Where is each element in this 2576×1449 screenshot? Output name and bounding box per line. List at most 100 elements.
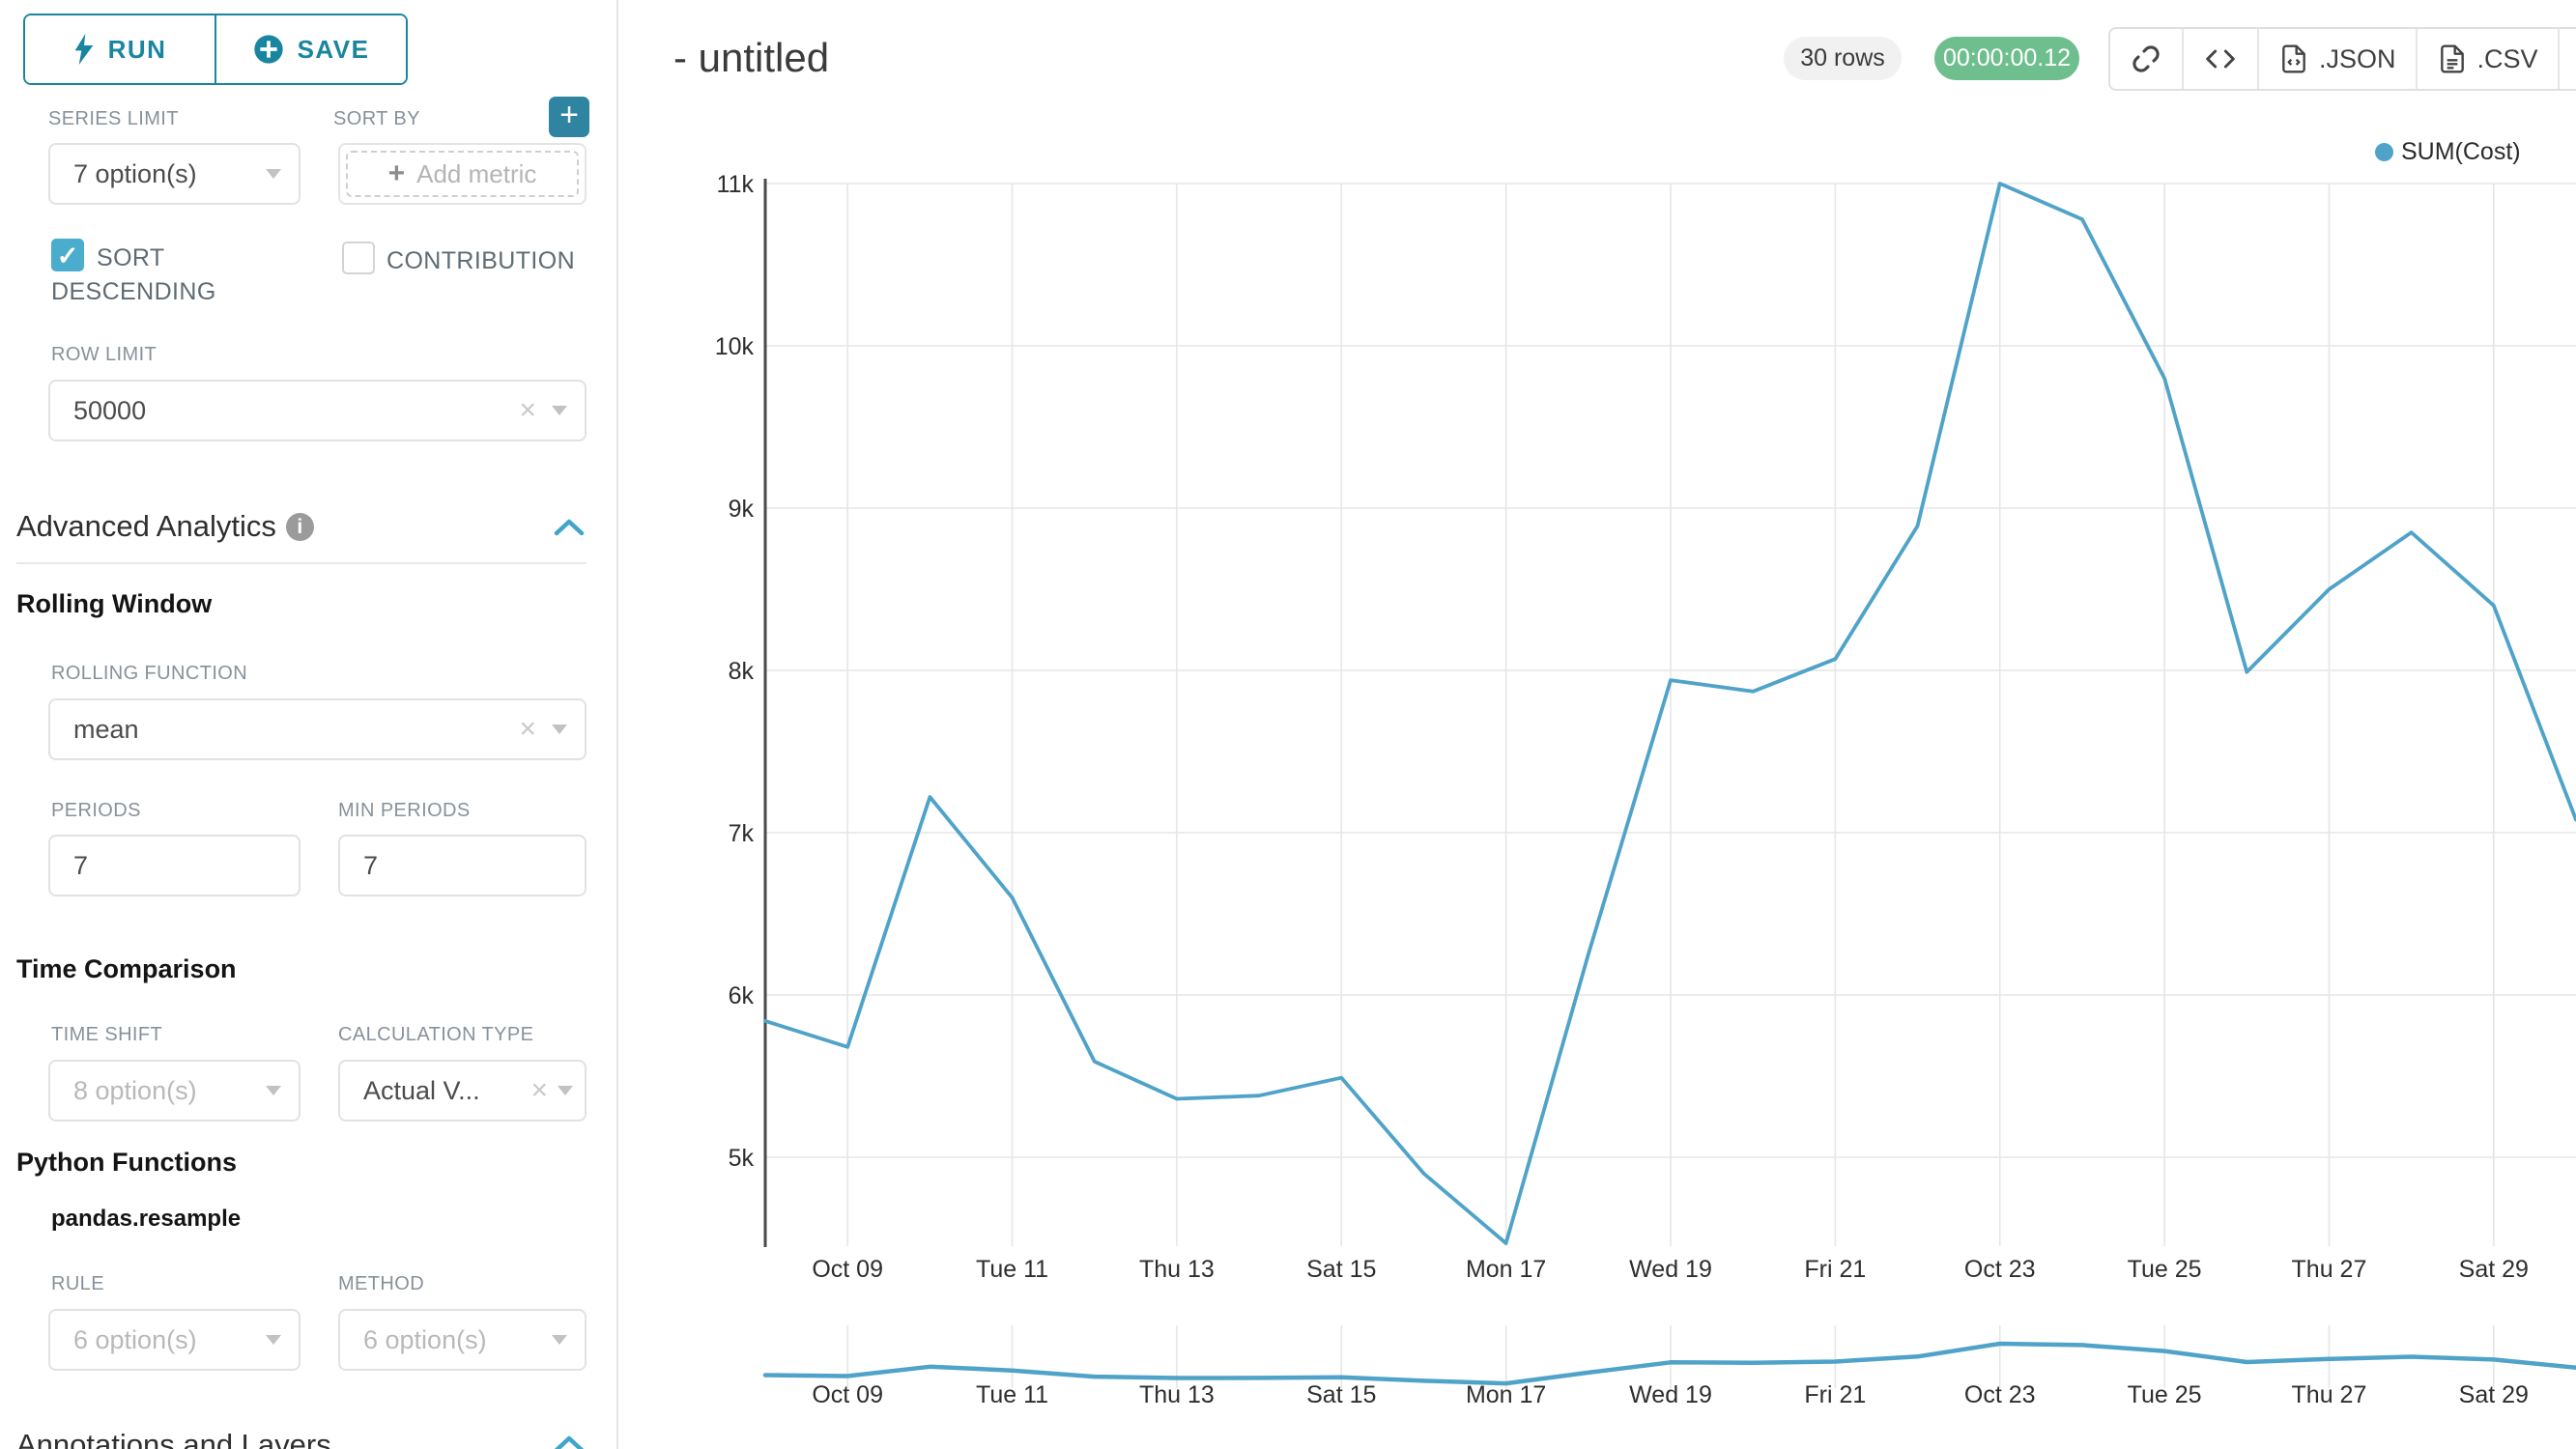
copy-link-button[interactable] [2110, 29, 2184, 89]
add-sort-metric-plus-button[interactable]: + [549, 97, 589, 137]
x-axis-labels: Oct 09 Tue 11 Thu 13 Sat 15 Mon 17 Wed 19 Fri … [812, 1256, 2529, 1283]
export-csv-button[interactable]: .CSV [2418, 29, 2560, 89]
plus-icon: + [387, 157, 406, 189]
row-count-badge: 30 rows [1784, 37, 1902, 80]
y-axis-labels: 5k 6k 7k 8k 9k 10k 11k [715, 171, 755, 1172]
svg-text:Fri 21: Fri 21 [1804, 1256, 1866, 1283]
series-limit-label: SERIES LIMIT [48, 108, 179, 129]
method-placeholder: 6 option(s) [363, 1324, 487, 1354]
export-button-group: .JSON .CSV [2108, 27, 2576, 91]
periods-input[interactable] [73, 850, 281, 881]
query-timer-badge: 00:00:00.12 [1934, 37, 2079, 80]
time-shift-label: TIME SHIFT [51, 1024, 163, 1045]
link-icon [2132, 45, 2160, 72]
chart-menu-button[interactable] [2560, 29, 2576, 89]
rolling-window-title: Rolling Window [16, 589, 213, 618]
legend-marker-icon [2375, 143, 2393, 161]
series-limit-value: 7 option(s) [73, 158, 197, 188]
rule-select[interactable]: 6 option(s) [48, 1309, 301, 1371]
pandas-resample-label: pandas.resample [51, 1206, 242, 1232]
chevron-down-icon [266, 1086, 281, 1095]
csv-button-label: .CSV [2476, 43, 2538, 73]
save-button[interactable]: SAVE [216, 15, 406, 83]
svg-text:11k: 11k [717, 171, 755, 198]
code-icon [2206, 49, 2235, 69]
contribution-checkbox[interactable] [342, 242, 375, 274]
lightning-icon [74, 34, 93, 65]
advanced-analytics-title: Advanced Analytics [16, 509, 276, 543]
min-periods-field [338, 835, 587, 896]
main-chart-plot-area[interactable] [765, 179, 2576, 1251]
rule-placeholder: 6 option(s) [73, 1324, 197, 1354]
run-button-label: RUN [107, 34, 167, 64]
svg-text:5k: 5k [729, 1145, 755, 1172]
svg-text:10k: 10k [715, 333, 755, 360]
clear-icon[interactable]: × [519, 394, 536, 426]
collapse-chevron-up-icon[interactable] [553, 517, 586, 538]
svg-text:Sat 15: Sat 15 [1306, 1256, 1376, 1283]
calculation-type-label: CALCULATION TYPE [338, 1024, 534, 1045]
svg-text:Tue 25: Tue 25 [2128, 1256, 2202, 1283]
periods-field [48, 835, 301, 896]
sort-by-field: + Add metric [338, 143, 587, 205]
svg-text:Mon 17: Mon 17 [1466, 1256, 1546, 1283]
collapse-chevron-up-icon[interactable] [553, 1434, 586, 1449]
rule-label: RULE [51, 1273, 104, 1294]
sort-descending-label-line1: SORT [97, 244, 165, 271]
chevron-down-icon [266, 1335, 281, 1345]
chevron-down-icon [552, 1335, 567, 1345]
advanced-analytics-header: Advanced Analytics i [16, 509, 314, 544]
json-button-label: .JSON [2319, 43, 2396, 73]
view-query-button[interactable] [2184, 29, 2259, 89]
sort-descending-label-line2: DESCENDING [51, 278, 216, 305]
time-shift-placeholder: 8 option(s) [73, 1075, 197, 1105]
add-metric-button[interactable]: + Add metric [346, 151, 579, 197]
csv-file-icon [2440, 44, 2464, 73]
contribution-label: CONTRIBUTION [386, 247, 576, 274]
series-limit-select[interactable]: 7 option(s) [48, 143, 301, 205]
svg-text:8k: 8k [729, 658, 755, 685]
time-shift-select[interactable]: 8 option(s) [48, 1060, 301, 1122]
svg-text:Oct 09: Oct 09 [812, 1256, 883, 1283]
save-button-label: SAVE [297, 34, 370, 64]
clear-icon[interactable]: × [530, 1074, 548, 1106]
info-icon[interactable]: i [285, 513, 314, 541]
periods-label: PERIODS [51, 800, 141, 821]
mini-preview-datazoom[interactable] [754, 1321, 2576, 1391]
run-save-button-group: RUN SAVE [23, 14, 408, 85]
chevron-down-icon [552, 724, 567, 734]
chevron-down-icon [266, 169, 281, 179]
svg-text:6k: 6k [729, 982, 755, 1009]
python-functions-title: Python Functions [16, 1148, 237, 1177]
time-comparison-title: Time Comparison [16, 954, 237, 983]
legend-item[interactable]: SUM(Cost) [2375, 138, 2521, 166]
chevron-down-icon [552, 406, 567, 415]
chevron-down-icon [558, 1086, 573, 1095]
run-button[interactable]: RUN [25, 15, 216, 83]
calculation-type-value: Actual V... [363, 1075, 480, 1105]
min-periods-input[interactable] [363, 850, 567, 881]
export-json-button[interactable]: .JSON [2259, 29, 2418, 89]
add-metric-label: Add metric [416, 158, 537, 188]
annotations-layers-title: Annotations and Layers [16, 1428, 331, 1449]
sort-descending-checkbox[interactable]: ✓ [51, 239, 84, 271]
legend-series-name: SUM(Cost) [2401, 138, 2521, 165]
svg-text:Thu 27: Thu 27 [2292, 1256, 2367, 1283]
rolling-function-value: mean [73, 714, 139, 744]
svg-text:Thu 13: Thu 13 [1139, 1256, 1215, 1283]
clear-icon[interactable]: × [519, 713, 536, 745]
method-select[interactable]: 6 option(s) [338, 1309, 587, 1371]
row-limit-value: 50000 [73, 395, 147, 425]
rolling-function-label: ROLLING FUNCTION [51, 663, 248, 684]
section-divider [16, 562, 587, 564]
row-limit-select[interactable]: 50000 × [48, 380, 587, 441]
chart-title[interactable]: - untitled [673, 35, 830, 80]
svg-text:Oct 23: Oct 23 [1964, 1256, 2036, 1283]
calculation-type-select[interactable]: Actual V... × [338, 1060, 587, 1122]
svg-text:9k: 9k [729, 496, 755, 523]
svg-text:Wed 19: Wed 19 [1629, 1256, 1712, 1283]
sort-by-label: SORT BY [333, 108, 420, 129]
rolling-function-select[interactable]: mean × [48, 698, 587, 760]
row-limit-label: ROW LIMIT [51, 344, 157, 365]
json-file-icon [2282, 44, 2305, 73]
